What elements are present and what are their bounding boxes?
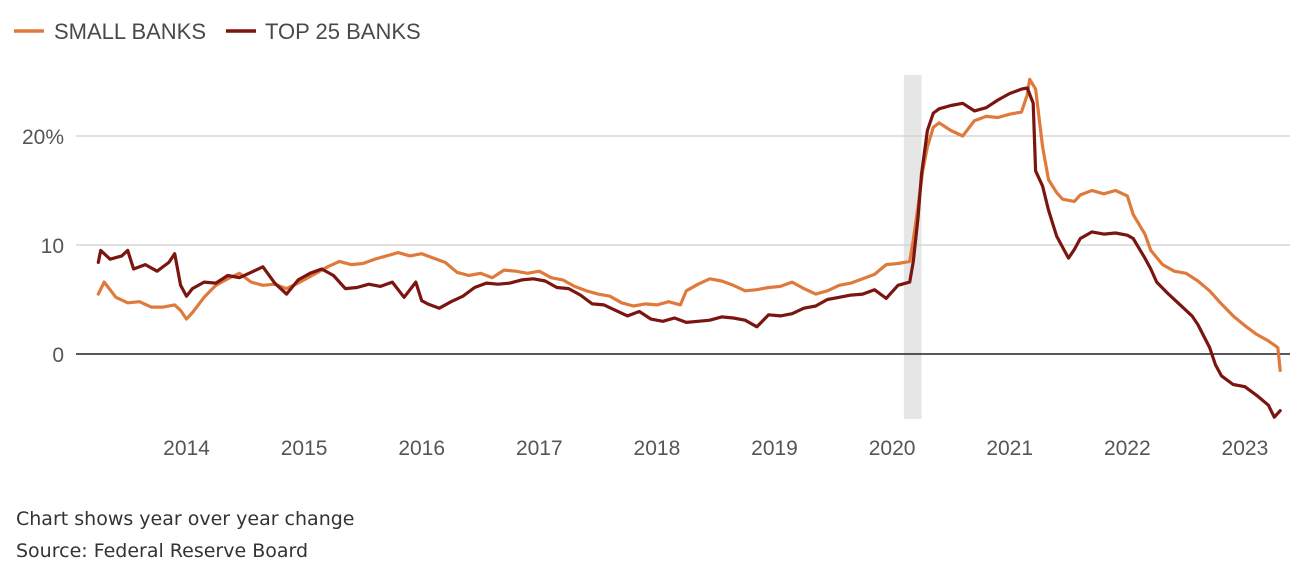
x-tick-label: 2020 xyxy=(869,437,916,460)
series-line-top25 xyxy=(96,86,1282,419)
y-tick-label: 10 xyxy=(41,235,64,258)
y-tick-label: 20% xyxy=(22,126,64,149)
x-tick-label: 2022 xyxy=(1104,437,1151,460)
y-axis-tick-labels: 0 10 20% xyxy=(22,126,64,367)
x-tick-label: 2019 xyxy=(751,437,798,460)
x-tick-label: 2021 xyxy=(986,437,1033,460)
x-tick-label: 2015 xyxy=(281,437,328,460)
chart-note: Chart shows year over year change xyxy=(16,508,355,530)
x-tick-label: 2018 xyxy=(634,437,681,460)
x-tick-label: 2017 xyxy=(516,437,563,460)
x-axis-tick-labels: 2014 2015 2016 2017 2018 2019 2020 2021 2022 2023 xyxy=(163,437,1268,460)
grid-lines xyxy=(76,135,1290,355)
series-lines xyxy=(96,77,1282,419)
y-tick-label: 0 xyxy=(52,344,64,367)
x-tick-label: 2014 xyxy=(163,437,210,460)
legend-label-top-25-banks: TOP 25 BANKS xyxy=(265,19,421,44)
x-tick-label: 2016 xyxy=(398,437,445,460)
chart-source: Source: Federal Reserve Board xyxy=(16,540,309,562)
chart-legend: SMALL BANKS TOP 25 BANKS xyxy=(14,19,421,44)
legend-label-small-banks: SMALL BANKS xyxy=(54,19,206,44)
series-line-small_banks xyxy=(96,77,1282,372)
x-tick-label: 2023 xyxy=(1222,437,1269,460)
